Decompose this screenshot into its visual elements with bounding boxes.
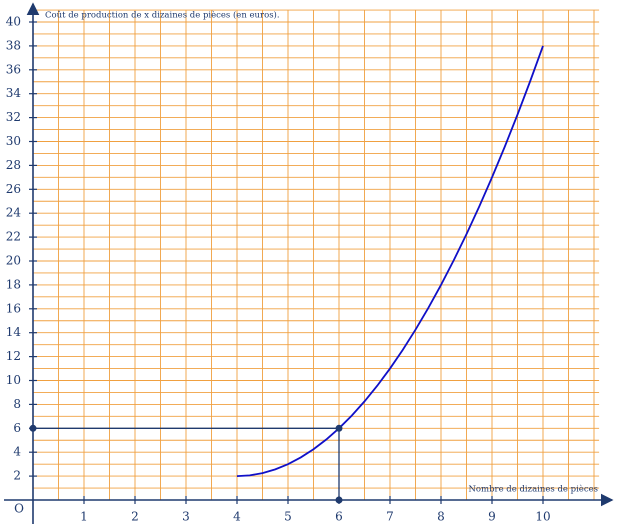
x-tick-label: 2	[131, 510, 139, 524]
origin-label: O	[14, 502, 24, 516]
x-tick-label: 1	[80, 510, 88, 524]
y-tick-label: 34	[6, 86, 22, 100]
y-tick-label: 20	[6, 254, 21, 268]
x-tick-label: 10	[535, 510, 550, 524]
y-tick-label: 6	[13, 421, 21, 435]
x-axis-label: Nombre de dizaines de pièces	[468, 484, 598, 495]
y-tick-label: 4	[13, 445, 21, 459]
x-tick-label: 6	[335, 510, 343, 524]
y-tick-label: 14	[6, 325, 22, 339]
y-tick-label: 22	[6, 230, 21, 244]
grid	[33, 9, 600, 500]
y-tick-label: 24	[6, 206, 22, 220]
x-tick-label: 7	[386, 510, 394, 524]
x-tick-label: 4	[233, 510, 241, 524]
y-tick-label: 28	[6, 158, 21, 172]
y-tick-label: 2	[13, 469, 21, 483]
y-axis-label: Coût de production de x dizaines de pièc…	[45, 10, 280, 21]
x-tick-label: 3	[182, 510, 190, 524]
x-tick-label: 8	[437, 510, 445, 524]
y-tick-label: 12	[6, 349, 21, 363]
guide-point-x	[335, 496, 343, 504]
guide-point	[335, 424, 343, 432]
x-tick-label: 5	[284, 510, 292, 524]
y-tick-label: 10	[6, 373, 21, 387]
y-tick-label: 30	[6, 134, 21, 148]
y-tick-label: 16	[6, 301, 21, 315]
y-tick-label: 36	[6, 62, 21, 76]
x-tick-label: 9	[488, 510, 496, 524]
y-tick-label: 26	[6, 182, 21, 196]
y-tick-label: 40	[6, 15, 21, 29]
guide-point-y	[29, 424, 37, 432]
y-tick-label: 38	[6, 38, 21, 52]
curve	[236, 45, 544, 477]
y-tick-label: 18	[6, 277, 21, 291]
y-tick-label: 32	[6, 110, 21, 124]
y-tick-label: 8	[13, 397, 21, 411]
